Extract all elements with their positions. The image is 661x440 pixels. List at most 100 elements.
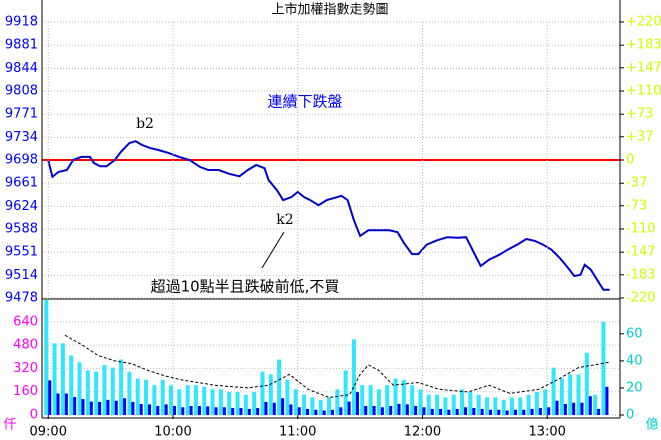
y2-tick-label: -183 bbox=[626, 267, 656, 282]
volume-bar bbox=[268, 374, 273, 415]
y-tick-label: 9808 bbox=[5, 84, 38, 99]
y-tick-label: 9734 bbox=[5, 130, 38, 145]
volume-bar bbox=[114, 400, 118, 415]
volume-bar bbox=[580, 402, 584, 415]
volume-bar bbox=[206, 406, 210, 415]
volume-bar bbox=[322, 410, 326, 415]
price-line bbox=[47, 140, 610, 291]
y-tick-label: 9771 bbox=[5, 107, 38, 122]
volume-bar bbox=[389, 405, 393, 415]
y-tick-label: 9881 bbox=[5, 38, 38, 53]
volume-bar bbox=[497, 409, 501, 415]
y2-tick-label: -110 bbox=[626, 222, 656, 237]
volume-bar bbox=[505, 410, 509, 415]
y-tick-label: 9478 bbox=[5, 291, 38, 306]
volume-bar bbox=[439, 408, 443, 415]
y2-tick-label: +220 bbox=[626, 15, 661, 30]
volume-bar bbox=[260, 371, 265, 415]
volume-bar bbox=[385, 385, 390, 415]
y-tick-label: 9514 bbox=[5, 268, 38, 283]
volume-bar bbox=[60, 343, 65, 415]
volume-bar bbox=[185, 385, 190, 415]
volume-bar bbox=[418, 389, 423, 415]
volume-bar bbox=[214, 407, 218, 415]
volume-bar bbox=[513, 409, 517, 415]
chart-title: 上市加權指數走勢圖 bbox=[271, 2, 388, 18]
volume-bar bbox=[94, 371, 99, 415]
y2-tick-label: -220 bbox=[626, 291, 656, 306]
volume-bar bbox=[327, 397, 331, 415]
volume-bar bbox=[106, 399, 110, 415]
volume-bar bbox=[538, 408, 542, 415]
y-axis-unit: 仟 bbox=[3, 418, 16, 433]
volume-bar bbox=[73, 397, 77, 415]
volume-bar bbox=[584, 352, 589, 415]
volume-bar bbox=[243, 394, 248, 415]
volume-bar bbox=[601, 321, 606, 415]
volume-bar bbox=[555, 400, 559, 415]
volume-bar bbox=[69, 355, 74, 415]
volume-bar bbox=[297, 407, 301, 415]
volume-bar bbox=[364, 405, 368, 415]
volume-bar bbox=[177, 389, 182, 415]
y2-tick-label: +110 bbox=[626, 84, 661, 99]
volume-bar bbox=[318, 400, 323, 415]
volume-bar bbox=[193, 385, 198, 415]
volume-bar bbox=[172, 405, 176, 415]
volume-bar bbox=[119, 359, 124, 415]
volume-bar bbox=[264, 401, 268, 415]
x-tick-label: 13:00 bbox=[528, 425, 565, 440]
y2-tick-label: +183 bbox=[626, 38, 661, 53]
volume-bar bbox=[293, 389, 298, 415]
volume-bar bbox=[181, 407, 185, 415]
volume-bar bbox=[281, 398, 285, 415]
volume-bar bbox=[85, 370, 90, 415]
annotation: 連續下跌盤 bbox=[267, 93, 342, 111]
y2-tick-label: -37 bbox=[626, 176, 647, 191]
volume-bar bbox=[522, 409, 526, 415]
y-tick-label: 9844 bbox=[5, 61, 38, 76]
volume-bar bbox=[410, 385, 415, 415]
y2-tick-label: 20 bbox=[626, 380, 643, 395]
volume-bar bbox=[351, 339, 356, 415]
volume-bar bbox=[231, 408, 235, 415]
volume-bar bbox=[218, 389, 223, 415]
volume-bar bbox=[64, 393, 68, 415]
volume-bar bbox=[380, 407, 384, 415]
volume-bar bbox=[89, 401, 93, 415]
volume-bar bbox=[509, 397, 514, 415]
volume-bar bbox=[493, 397, 498, 415]
volume-bar bbox=[289, 404, 293, 415]
volume-bar bbox=[501, 400, 506, 415]
y2-tick-label: -147 bbox=[626, 245, 656, 260]
volume-bar bbox=[164, 404, 168, 415]
volume-bar bbox=[576, 374, 581, 415]
volume-bar bbox=[422, 407, 426, 415]
volume-bar bbox=[401, 379, 406, 415]
volume-bar bbox=[160, 379, 165, 415]
volume-bar bbox=[485, 397, 490, 415]
volume-bar bbox=[202, 386, 207, 415]
volume-bar bbox=[460, 389, 465, 415]
volume-bar bbox=[48, 380, 52, 415]
y-tick-label: 9588 bbox=[5, 222, 38, 237]
y2-tick-label: -73 bbox=[626, 198, 647, 213]
volume-bar bbox=[393, 378, 398, 415]
y-tick-label: 320 bbox=[13, 361, 38, 376]
volume-bar bbox=[127, 371, 132, 415]
volume-bar bbox=[597, 408, 601, 415]
volume-bar bbox=[44, 300, 49, 415]
volume-bar bbox=[543, 389, 548, 415]
volume-bar bbox=[135, 378, 140, 415]
volume-bar bbox=[331, 409, 334, 415]
y-tick-label: 0 bbox=[30, 408, 38, 423]
pointer-line bbox=[261, 231, 285, 269]
volume-bar bbox=[335, 389, 340, 415]
y-tick-label: 9624 bbox=[5, 199, 38, 214]
volume-bar bbox=[144, 379, 149, 415]
volume-bar bbox=[489, 409, 493, 415]
y2-tick-label: +37 bbox=[626, 129, 653, 144]
volume-bar bbox=[472, 408, 476, 415]
volume-bar bbox=[256, 408, 260, 415]
